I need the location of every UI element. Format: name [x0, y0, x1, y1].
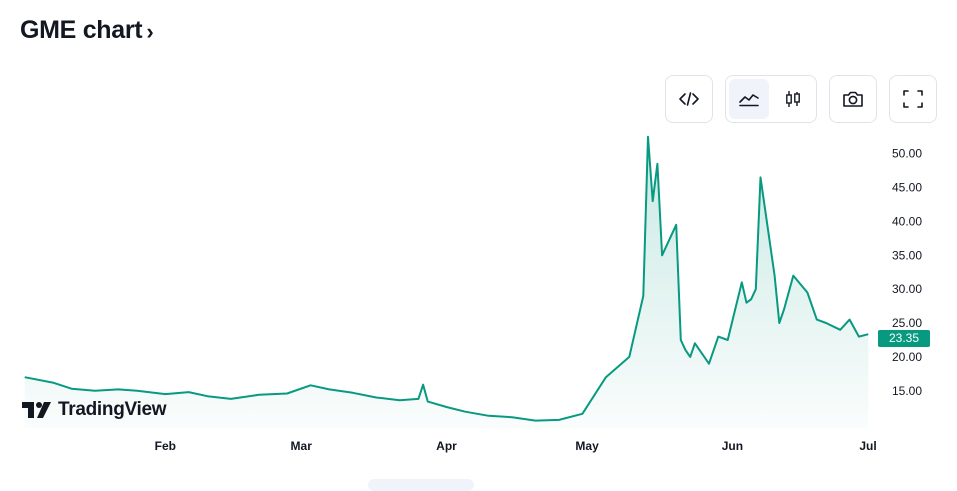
embed-button[interactable]	[665, 75, 713, 123]
x-tick-label: Mar	[291, 439, 313, 453]
chart-type-toggle	[725, 75, 817, 123]
y-tick-label: 25.00	[892, 316, 922, 330]
embed-code-icon	[679, 92, 699, 106]
price-area-fill	[24, 136, 869, 429]
scroll-pill[interactable]	[368, 479, 474, 491]
x-tick-label: Jul	[859, 439, 876, 453]
y-tick-label: 35.00	[892, 248, 922, 262]
fullscreen-icon	[903, 90, 923, 108]
y-tick-label: 40.00	[892, 214, 922, 228]
y-tick-label: 50.00	[892, 147, 922, 161]
x-tick-label: May	[575, 439, 599, 453]
candlestick-chart-button[interactable]	[773, 79, 813, 119]
area-chart-button[interactable]	[729, 79, 769, 119]
x-tick-label: Jun	[722, 439, 743, 453]
tradingview-logo-icon	[22, 402, 51, 418]
candlestick-icon	[786, 91, 800, 107]
x-tick-label: Apr	[436, 439, 457, 453]
last-price-badge: 23.35	[878, 330, 930, 347]
y-tick-label: 20.00	[892, 350, 922, 364]
area-chart-icon	[739, 94, 759, 107]
fullscreen-button[interactable]	[889, 75, 937, 123]
price-line	[24, 135, 869, 422]
page-title: GME chart	[20, 16, 143, 44]
y-tick-label: 45.00	[892, 181, 922, 195]
chevron-right-icon: ›	[146, 18, 154, 44]
tradingview-logo[interactable]: TradingView	[22, 399, 167, 421]
camera-icon	[843, 91, 863, 107]
snapshot-button[interactable]	[829, 75, 877, 123]
chart-title-link[interactable]: GME chart ›	[20, 16, 154, 45]
tradingview-logo-text: TradingView	[58, 399, 167, 420]
y-tick-label: 30.00	[892, 282, 922, 296]
x-tick-label: Feb	[155, 439, 176, 453]
y-tick-label: 15.00	[892, 384, 922, 398]
